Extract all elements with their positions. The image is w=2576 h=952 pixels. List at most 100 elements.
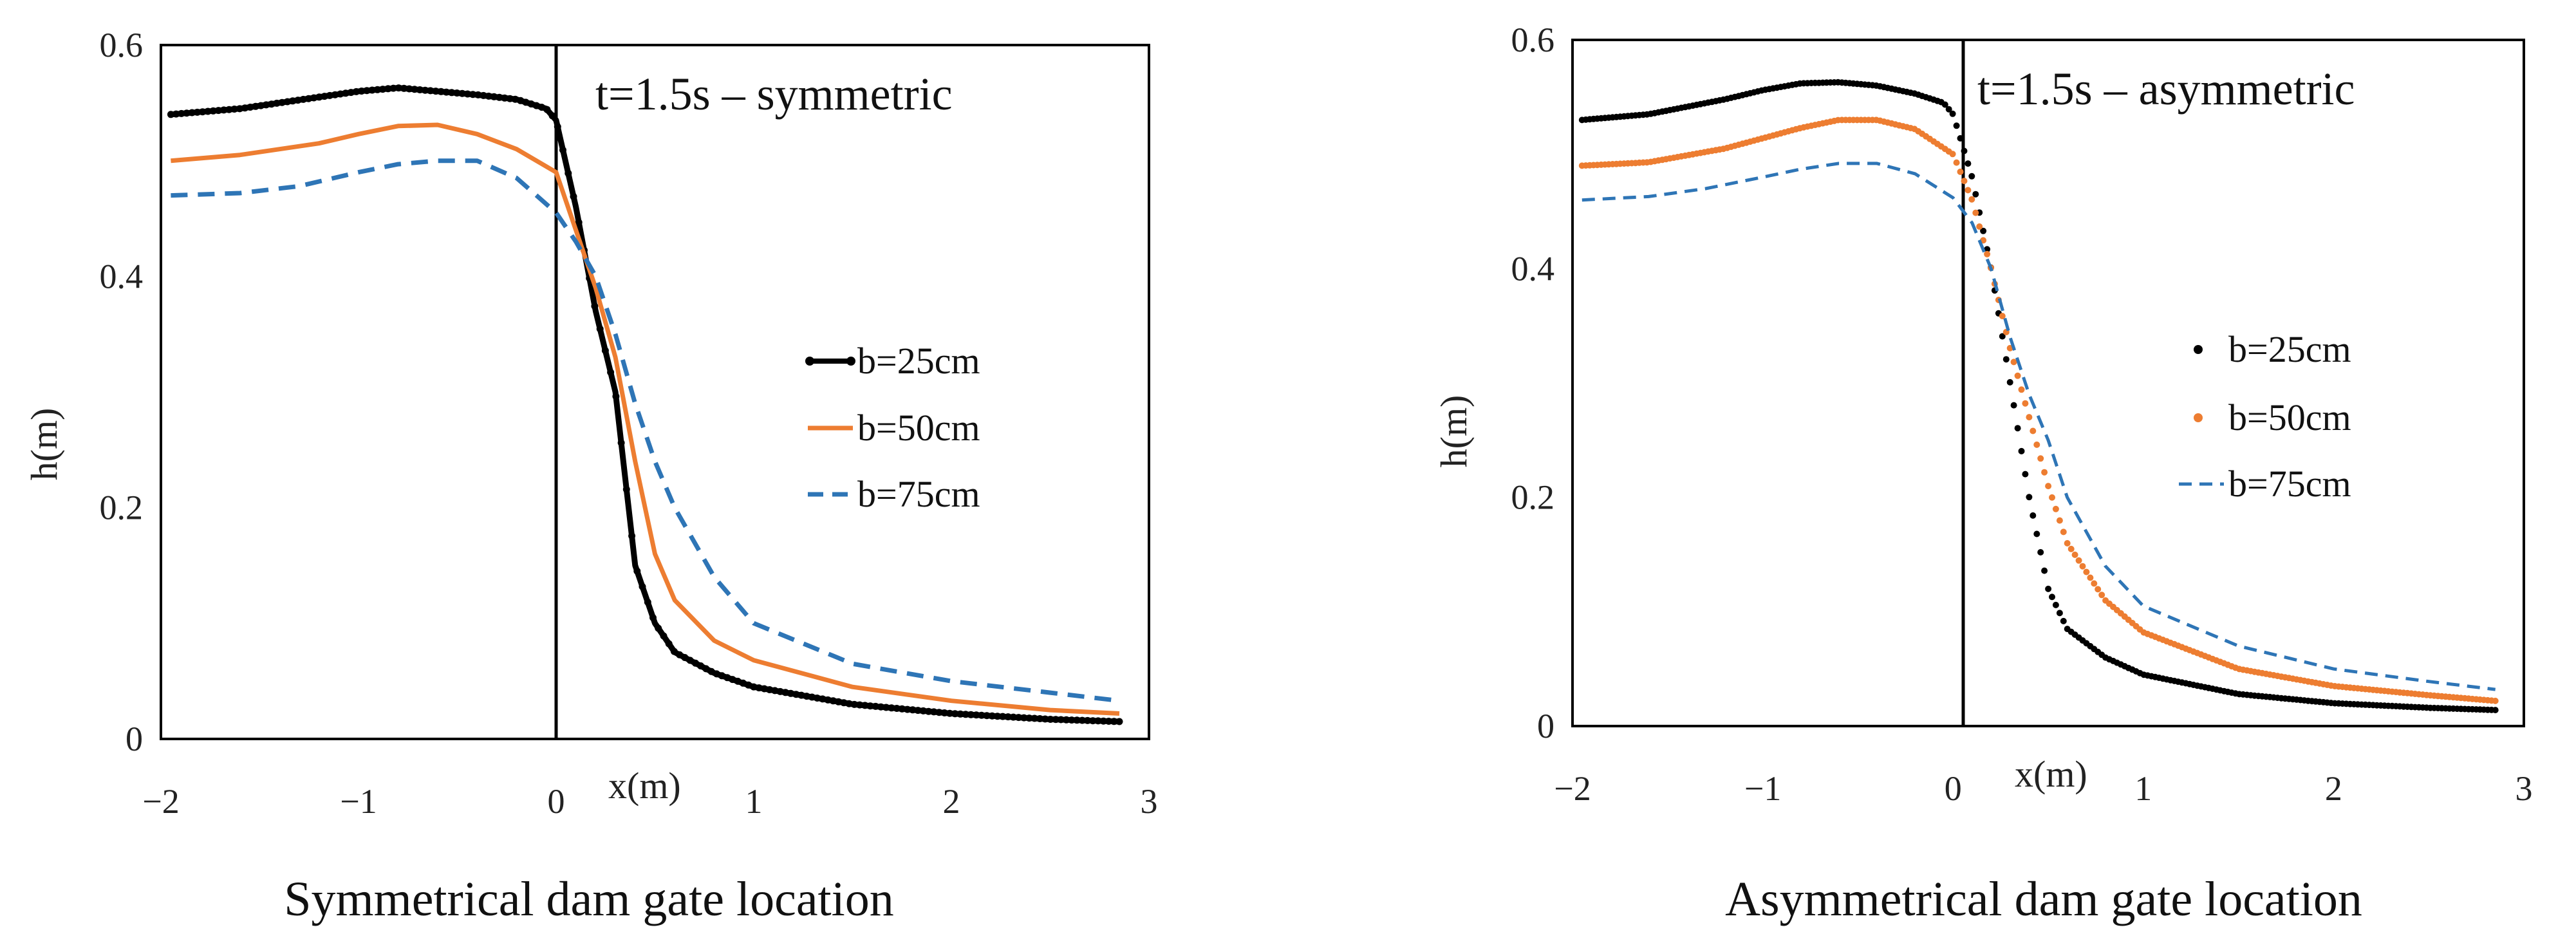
series-b25cm-point — [395, 84, 402, 92]
series-b25cm-point — [596, 325, 604, 333]
series-b50cm-point — [2026, 414, 2033, 421]
x-axis-label: x(m) — [608, 765, 681, 807]
series-b25cm-point — [220, 106, 228, 114]
series-b25cm-point — [304, 95, 312, 102]
series-b25cm-point — [289, 97, 297, 105]
series-b25cm-point — [1945, 106, 1952, 113]
series-b50cm-point — [1968, 196, 1975, 203]
series-b25cm-point — [718, 672, 725, 680]
series-layer — [1578, 79, 2499, 714]
series-b25cm-point — [792, 691, 800, 698]
series-b25cm-point — [379, 86, 387, 93]
series-b25cm-point — [665, 640, 673, 648]
series-b25cm-point — [994, 713, 1002, 720]
legend-marker-b25 — [846, 357, 855, 366]
series-b25cm-point — [214, 107, 222, 115]
series-b50cm-line — [171, 122, 1120, 716]
x-tick-label: 1 — [745, 782, 763, 821]
series-b75cm-line — [1582, 162, 2496, 691]
series-b25cm-point — [2056, 610, 2063, 617]
series-b50cm-point — [2095, 586, 2102, 593]
x-tick-label: −1 — [1744, 769, 1781, 808]
legend-label-b75: b=75cm — [2228, 463, 2351, 505]
x-tick-label: 2 — [943, 782, 960, 821]
series-b25cm-point — [925, 707, 933, 715]
series-b25cm-point — [2049, 593, 2055, 601]
series-b25cm-point — [416, 86, 424, 93]
series-b25cm-point — [676, 651, 684, 658]
series-b25cm-point — [559, 146, 566, 154]
series-b25cm-point — [882, 704, 890, 711]
series-b25cm-point — [1073, 716, 1081, 724]
series-b25cm-point — [506, 95, 514, 102]
x-tick-label: 2 — [2325, 769, 2342, 808]
series-b25cm-point — [1953, 122, 1960, 129]
chart-caption: Symmetrical dam gate location — [284, 872, 894, 926]
x-tick-label: 0 — [1945, 769, 1962, 808]
series-b25cm-point — [691, 659, 699, 667]
series-b25cm-point — [617, 439, 625, 447]
series-b50cm-point — [2022, 400, 2029, 407]
series-b25cm-point — [1957, 135, 1964, 142]
series-b25cm-point — [1968, 173, 1975, 180]
series-b25cm-point — [400, 84, 408, 92]
series-b25cm-point — [2041, 567, 2048, 574]
series-b50cm-point — [1976, 223, 1983, 230]
series-b25cm-point — [570, 192, 577, 200]
series-b25cm-point — [2014, 425, 2021, 432]
series-b25cm-point — [565, 169, 572, 177]
series-b25cm-point — [861, 702, 869, 709]
series-b25cm-point — [681, 654, 689, 661]
series-b50cm-point — [2079, 563, 2086, 570]
series-b25cm-point — [337, 90, 344, 98]
series-b50cm-point — [2098, 592, 2105, 599]
series-b25cm-point — [766, 686, 774, 693]
series-b25cm-point — [983, 712, 991, 720]
series-b25cm-point — [808, 693, 816, 701]
x-tick-label: −2 — [142, 782, 179, 821]
series-b25cm-point — [389, 84, 397, 92]
series-b25cm-point — [247, 104, 254, 111]
series-b25cm-point — [1110, 718, 1118, 725]
series-b25cm-point — [824, 696, 832, 704]
series-b25cm-point — [2018, 447, 2025, 454]
series-b25cm-point — [427, 87, 434, 95]
series-b25cm-point — [1068, 716, 1076, 724]
series-b25cm-point — [856, 701, 864, 709]
series-b50cm-point — [2045, 483, 2052, 490]
series-b25cm-point — [268, 100, 275, 108]
series-b25cm-point — [940, 709, 948, 716]
series-b25cm-point — [655, 624, 662, 632]
series-b25cm-point — [1015, 714, 1022, 722]
series-b25cm-point — [373, 86, 381, 93]
y-tick-label: 0 — [1537, 707, 1554, 745]
series-b25cm-point — [2022, 471, 2029, 478]
x-tick-label: 3 — [1141, 782, 1158, 821]
series-b25cm-point — [422, 86, 429, 94]
series-b25cm-point — [474, 91, 482, 98]
series-b25cm-point — [548, 112, 556, 120]
series-b25cm-point — [1941, 101, 1948, 108]
series-b25cm-point — [840, 699, 848, 707]
chart-symmetric: 0 0.2 0.4 0.6 −2 −1 0 1 2 3 t=1.5s – symmetric b=… — [23, 26, 1158, 926]
series-b25cm-point — [707, 667, 715, 675]
series-b25cm-point — [2002, 356, 2010, 363]
legend-marker-b25 — [2194, 345, 2203, 354]
legend-label-b50: b=50cm — [2228, 397, 2351, 438]
series-b50cm-point — [1984, 250, 1991, 257]
series-b25cm-point — [999, 713, 1007, 720]
series-b25cm-point — [1094, 717, 1102, 725]
series-b25cm-point — [835, 698, 843, 705]
series-b25cm-point — [973, 711, 980, 719]
series-b25cm-point — [469, 91, 477, 98]
series-b25cm-point — [1115, 718, 1123, 725]
series-b25cm-point — [850, 700, 858, 708]
plot-area-frame — [160, 44, 1150, 740]
legend-label-b25: b=25cm — [857, 340, 980, 382]
series-b75cm-line — [171, 158, 1120, 704]
series-b50cm-point — [1965, 187, 1972, 194]
chart-title: t=1.5s – symmetric — [595, 68, 953, 120]
series-b50cm-point — [1953, 159, 1960, 166]
series-b25cm-point — [967, 711, 975, 718]
series-b25cm-point — [1052, 716, 1059, 723]
